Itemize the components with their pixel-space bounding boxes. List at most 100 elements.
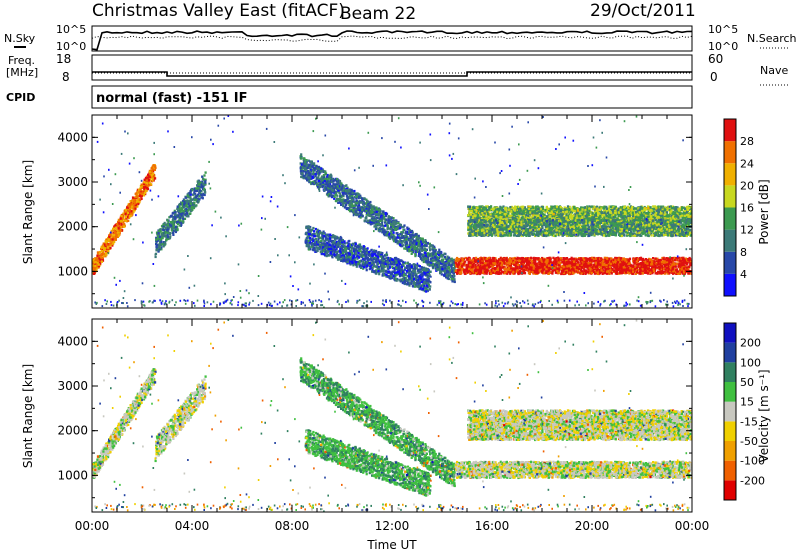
power-cell (166, 237, 169, 240)
power-cell (414, 278, 418, 281)
power-cell (96, 259, 99, 262)
power-cell (423, 267, 426, 271)
power-cell (315, 181, 318, 184)
power-cell (141, 191, 144, 194)
power-cell (345, 194, 348, 198)
power-cell (109, 233, 112, 236)
power-cell (335, 197, 338, 200)
power-cell (408, 271, 411, 274)
power-cell (385, 275, 388, 278)
power-cell (349, 194, 352, 197)
power-cell (162, 228, 165, 231)
power-cell (135, 192, 138, 195)
power-cell (312, 164, 315, 167)
power-cell (341, 244, 344, 248)
power-cell (344, 258, 347, 262)
power-cell (415, 238, 418, 241)
power-cell (120, 222, 123, 226)
power-cell (420, 266, 424, 269)
power-cell (420, 244, 423, 248)
power-cell (308, 232, 311, 236)
power-cell (422, 248, 425, 251)
power-cell (308, 227, 311, 230)
power-cell (140, 183, 143, 186)
power-cell (307, 228, 310, 232)
power-cell (381, 258, 384, 261)
power-cell (402, 271, 405, 274)
power-cell (171, 218, 175, 222)
power-cell (378, 210, 381, 213)
power-cell (302, 169, 305, 173)
power-cell (453, 278, 456, 281)
power-cell (351, 200, 354, 203)
power-cell (333, 183, 336, 186)
power-cell (398, 279, 401, 282)
power-cell (426, 288, 429, 292)
power-cell (142, 194, 146, 197)
power-cell (382, 216, 385, 219)
power-cell (174, 213, 177, 216)
power-cell (353, 204, 356, 207)
power-cell (300, 156, 303, 160)
power-cell (391, 276, 394, 280)
power-cell (438, 248, 441, 251)
power-cell (139, 192, 143, 196)
power-cell (168, 226, 171, 229)
power-cell (160, 248, 163, 251)
power-cell (116, 231, 119, 234)
power-cell (500, 270, 503, 273)
power-cell (183, 203, 186, 206)
power-cell (418, 254, 421, 257)
power-cell (380, 215, 383, 218)
power-cell (128, 205, 132, 208)
power-cell (339, 193, 342, 196)
power-cell (322, 242, 325, 245)
power-cell (402, 229, 405, 232)
power-cell (138, 194, 142, 197)
power-cell (312, 233, 315, 236)
power-cell (384, 262, 387, 266)
power-cell (323, 179, 326, 183)
power-cell (615, 268, 618, 272)
power-cell (313, 235, 316, 238)
power-cell (133, 201, 136, 204)
power-cell (394, 238, 397, 241)
power-cell (117, 227, 120, 230)
power-cell (120, 218, 124, 221)
power-cell (369, 265, 372, 268)
power-cell (333, 197, 336, 200)
power-cell (403, 274, 406, 277)
power-cell (442, 258, 445, 261)
power-cell (318, 187, 321, 191)
power-cell (351, 260, 354, 264)
power-cell (185, 214, 189, 218)
power-cell (92, 264, 95, 267)
power-cell (412, 278, 416, 281)
power-cell (132, 207, 135, 210)
power-cell (171, 221, 174, 224)
power-cell (345, 199, 348, 202)
power-cell (193, 191, 196, 194)
power-cell (181, 212, 184, 215)
power-cell (204, 180, 207, 183)
power-cell (416, 236, 419, 240)
power-cell (309, 236, 312, 240)
power-cell (176, 225, 179, 228)
power-cell (451, 277, 454, 280)
power-cell (452, 258, 455, 262)
power-cell (427, 254, 430, 257)
power-cell (443, 252, 446, 255)
power-cell (329, 233, 332, 236)
power-cell (420, 237, 423, 240)
power-cell (151, 179, 154, 182)
power-cell (162, 245, 165, 248)
power-cell (394, 220, 397, 223)
power-cell (197, 180, 200, 183)
power-cell (445, 276, 448, 279)
power-cell (425, 257, 429, 261)
power-cell (374, 211, 377, 214)
power-cell (416, 239, 419, 242)
power-cell (146, 176, 149, 179)
power-cell (395, 222, 398, 225)
power-cell (492, 262, 495, 265)
